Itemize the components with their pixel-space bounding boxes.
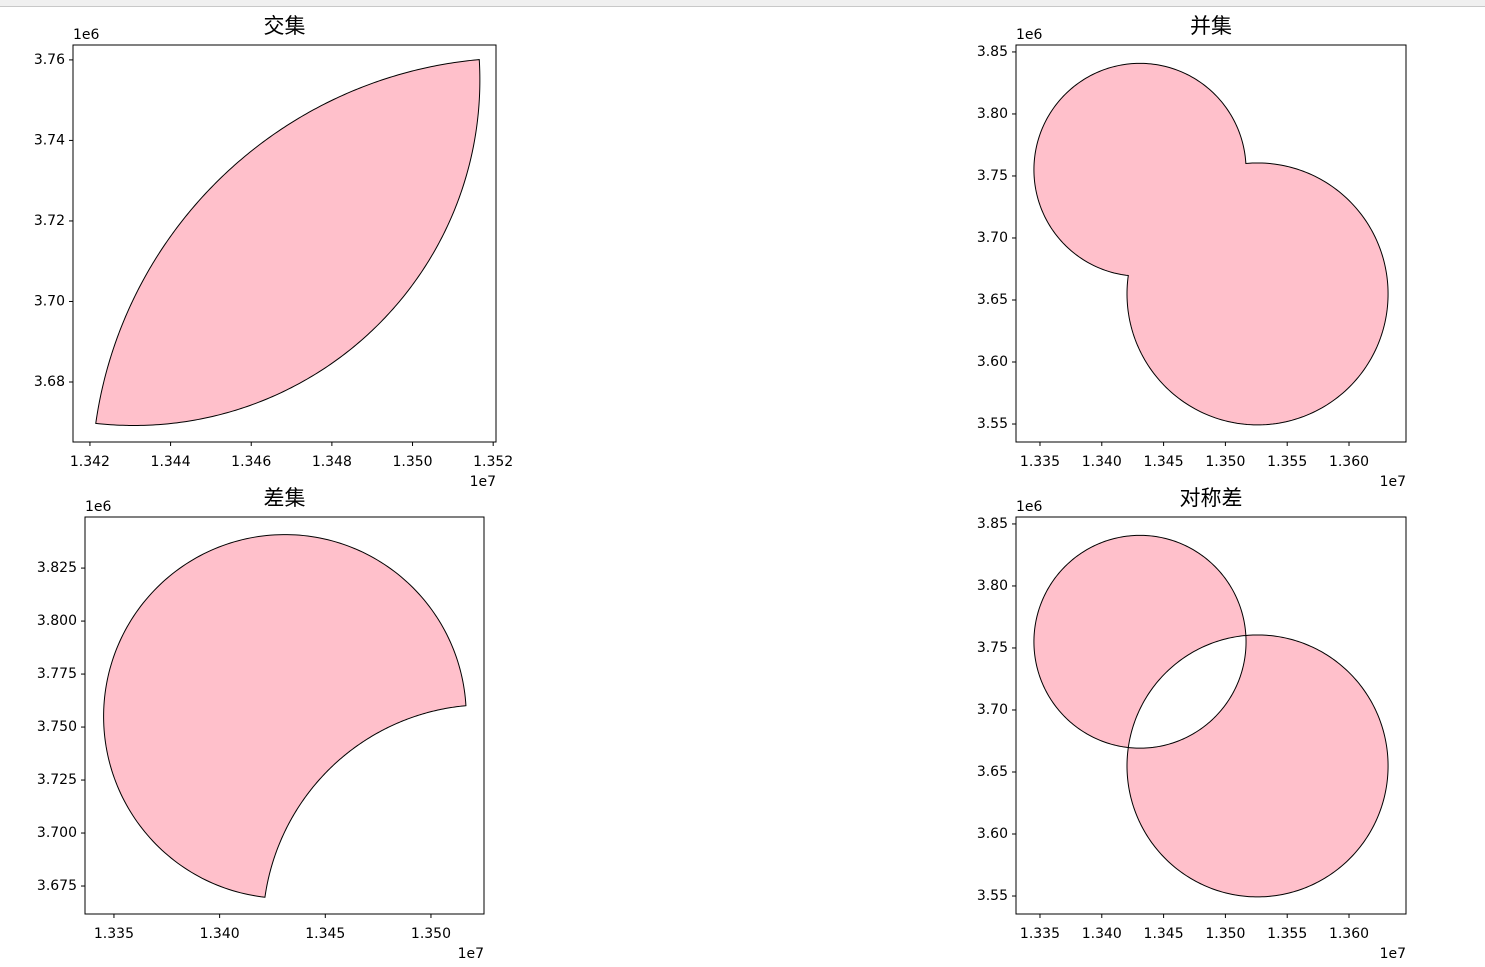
y-tick-label: 3.75 xyxy=(977,168,1008,184)
x-tick-label: 1.350 xyxy=(1205,926,1245,942)
x-tick-label: 1.352 xyxy=(473,454,513,470)
y-tick-label: 3.68 xyxy=(34,374,65,390)
y-tick-label: 3.70 xyxy=(977,702,1008,718)
x-offset-label: 1e7 xyxy=(1380,946,1406,962)
y-tick-label: 3.60 xyxy=(977,354,1008,370)
y-tick-label: 3.85 xyxy=(977,44,1008,60)
x-tick-label: 1.355 xyxy=(1267,454,1307,470)
y-tick-label: 3.80 xyxy=(977,106,1008,122)
chart-title: 对称差 xyxy=(1180,486,1243,510)
x-tick-label: 1.345 xyxy=(305,926,345,942)
x-tick-label: 1.340 xyxy=(1082,926,1122,942)
x-tick-label: 1.348 xyxy=(312,454,352,470)
geometry xyxy=(1033,534,1389,898)
y-offset-label: 1e6 xyxy=(1016,499,1043,515)
y-tick-label: 3.75 xyxy=(977,640,1008,656)
x-tick-label: 1.345 xyxy=(1144,454,1184,470)
y-tick-label: 3.76 xyxy=(34,52,65,68)
x-tick-label: 1.340 xyxy=(200,926,240,942)
x-tick-label: 1.346 xyxy=(231,454,271,470)
y-tick-label: 3.80 xyxy=(977,578,1008,594)
chart-title: 交集 xyxy=(264,14,306,38)
x-tick-label: 1.335 xyxy=(1020,454,1060,470)
x-tick-label: 1.344 xyxy=(151,454,191,470)
axes-frame xyxy=(1015,44,1407,443)
x-offset-label: 1e7 xyxy=(458,946,484,962)
axes-frame xyxy=(1015,516,1407,915)
x-tick-label: 1.355 xyxy=(1267,926,1307,942)
y-tick-label: 3.70 xyxy=(977,230,1008,246)
y-tick-label: 3.825 xyxy=(37,560,77,576)
x-tick-label: 1.335 xyxy=(94,926,134,942)
y-tick-label: 3.750 xyxy=(37,719,77,735)
y-tick-label: 3.55 xyxy=(977,888,1008,904)
y-tick-label: 3.65 xyxy=(977,292,1008,308)
x-tick-label: 1.342 xyxy=(70,454,110,470)
y-tick-label: 3.55 xyxy=(977,416,1008,432)
x-tick-label: 1.350 xyxy=(411,926,451,942)
y-tick-label: 3.725 xyxy=(37,772,77,788)
y-tick-label: 3.60 xyxy=(977,826,1008,842)
x-tick-label: 1.340 xyxy=(1082,454,1122,470)
x-tick-label: 1.335 xyxy=(1020,926,1060,942)
geometry xyxy=(103,534,467,898)
x-tick-label: 1.360 xyxy=(1329,926,1369,942)
y-tick-label: 3.72 xyxy=(34,213,65,229)
y-tick-label: 3.700 xyxy=(37,825,77,841)
geometry xyxy=(95,59,481,426)
y-tick-label: 3.65 xyxy=(977,764,1008,780)
x-tick-label: 1.350 xyxy=(392,454,432,470)
chart-title: 差集 xyxy=(264,486,306,510)
y-offset-label: 1e6 xyxy=(73,27,100,43)
chart-title: 并集 xyxy=(1190,14,1232,38)
y-tick-label: 3.70 xyxy=(34,293,65,309)
x-tick-label: 1.345 xyxy=(1144,926,1184,942)
window-bar xyxy=(0,0,1485,6)
geometry xyxy=(1033,62,1389,426)
y-tick-label: 3.85 xyxy=(977,516,1008,532)
y-tick-label: 3.675 xyxy=(37,878,77,894)
y-offset-label: 1e6 xyxy=(85,499,112,515)
axes-frame xyxy=(84,516,485,915)
x-tick-label: 1.350 xyxy=(1205,454,1245,470)
x-offset-label: 1e7 xyxy=(470,474,496,490)
x-offset-label: 1e7 xyxy=(1380,474,1406,490)
axes-frame xyxy=(72,44,497,443)
x-tick-label: 1.360 xyxy=(1329,454,1369,470)
y-tick-label: 3.74 xyxy=(34,132,65,148)
y-tick-label: 3.800 xyxy=(37,613,77,629)
y-tick-label: 3.775 xyxy=(37,666,77,682)
y-offset-label: 1e6 xyxy=(1016,27,1043,43)
